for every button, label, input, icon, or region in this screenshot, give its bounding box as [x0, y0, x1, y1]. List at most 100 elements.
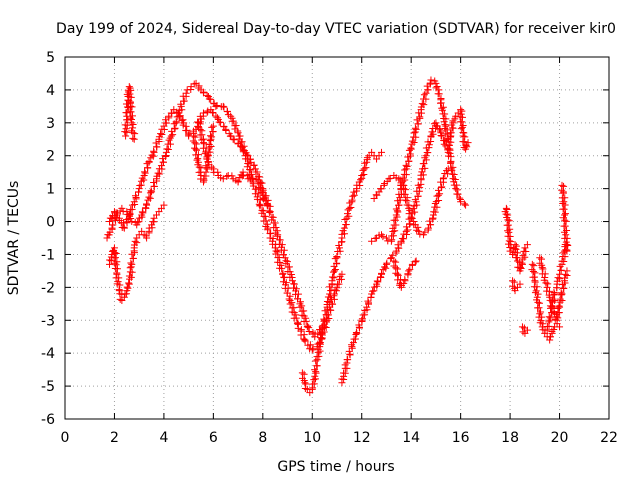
series-track-2 [106, 106, 326, 341]
data-point [518, 259, 526, 267]
data-point [182, 126, 190, 134]
data-point [377, 273, 385, 281]
data-point [159, 158, 167, 166]
data-point [132, 194, 140, 202]
x-tick-label: 0 [61, 430, 70, 446]
data-point [543, 322, 551, 330]
data-point [194, 155, 202, 163]
data-point [302, 314, 310, 322]
data-point [122, 109, 130, 117]
y-tick-label: 4 [46, 83, 55, 99]
data-point [523, 326, 531, 334]
data-point [234, 177, 242, 185]
data-point [127, 93, 135, 101]
data-point [438, 183, 446, 191]
data-point [204, 107, 212, 115]
data-point [150, 147, 158, 155]
data-point [125, 279, 133, 287]
data-point [447, 159, 455, 167]
data-point [459, 122, 467, 130]
data-point [309, 345, 317, 353]
data-point [200, 172, 208, 180]
series-track-14 [509, 277, 524, 295]
data-point [265, 207, 273, 215]
data-point [539, 320, 547, 328]
data-point [318, 328, 326, 336]
data-point [108, 221, 116, 229]
data-point [555, 309, 563, 317]
data-point [558, 290, 566, 298]
data-point [266, 208, 274, 216]
data-point [281, 254, 289, 262]
data-point [292, 314, 300, 322]
chart-title: Day 199 of 2024, Sidereal Day-to-day VTE… [56, 21, 616, 37]
data-point [554, 274, 562, 282]
data-point [294, 295, 302, 303]
data-point [286, 300, 294, 308]
data-point [543, 283, 551, 291]
data-point [189, 137, 197, 145]
data-point [252, 175, 260, 183]
data-point [546, 336, 554, 344]
data-point [358, 315, 366, 323]
data-point [450, 178, 458, 186]
data-point [254, 190, 262, 198]
data-point [278, 265, 286, 273]
data-point [382, 234, 390, 242]
data-point [562, 231, 570, 239]
data-point [443, 167, 451, 175]
data-point [512, 254, 520, 262]
data-point [280, 246, 288, 254]
data-point [560, 198, 568, 206]
data-point [209, 109, 217, 117]
data-point [121, 290, 129, 298]
data-point [315, 339, 323, 347]
data-point [357, 176, 365, 184]
data-point [557, 266, 565, 274]
data-point [340, 224, 348, 232]
data-point [153, 143, 161, 151]
data-point [206, 132, 214, 140]
data-point [464, 139, 472, 147]
data-point [439, 110, 447, 118]
data-point [333, 253, 341, 261]
data-point [438, 106, 446, 114]
data-point [428, 128, 436, 136]
data-point [413, 201, 421, 209]
data-point [340, 369, 348, 377]
data-point [121, 128, 129, 136]
data-point [129, 121, 137, 129]
x-tick-label: 8 [258, 430, 267, 446]
data-point [563, 267, 571, 275]
data-point [303, 323, 311, 331]
data-point [546, 314, 554, 322]
data-point [531, 278, 539, 286]
data-point [416, 230, 424, 238]
data-point [371, 235, 379, 243]
data-point [111, 254, 119, 262]
data-point [203, 153, 211, 161]
data-point [427, 221, 435, 229]
data-point [128, 260, 136, 268]
data-point [336, 247, 344, 255]
data-point [209, 128, 217, 136]
data-point [150, 178, 158, 186]
data-point [127, 259, 135, 267]
data-point [285, 263, 293, 271]
data-point [279, 270, 287, 278]
grid-lines [65, 57, 609, 419]
data-point [162, 119, 170, 127]
data-point [405, 157, 413, 165]
data-point [446, 129, 454, 137]
data-point [458, 123, 466, 131]
data-point [318, 329, 326, 337]
data-point [563, 234, 571, 242]
data-point [562, 217, 570, 225]
data-point [260, 195, 268, 203]
data-point [379, 233, 387, 241]
data-point [518, 323, 526, 331]
data-point [144, 164, 152, 172]
data-point [389, 224, 397, 232]
data-point [122, 125, 130, 133]
data-point [308, 380, 316, 388]
